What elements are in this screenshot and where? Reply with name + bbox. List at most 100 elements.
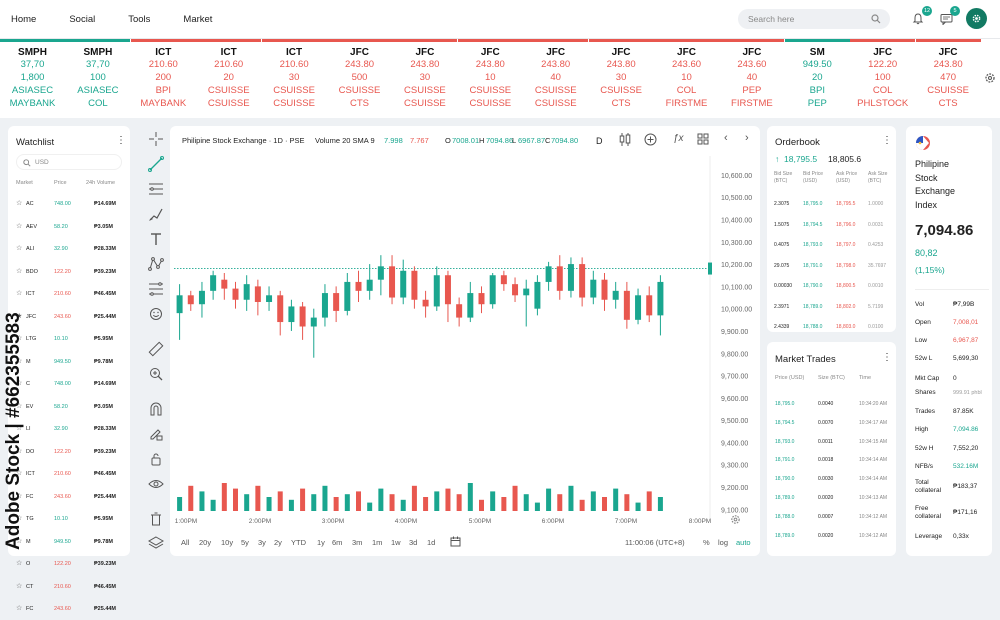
ticker-item[interactable]: JFC 243.80 30 CSUISSE CSUISSE xyxy=(392,39,458,119)
watchlist-row[interactable]: ☆ O 122.20 ₱39.23M xyxy=(8,553,128,575)
star-icon[interactable]: ★ xyxy=(16,312,23,320)
candle-body[interactable] xyxy=(545,266,552,282)
star-icon[interactable]: ☆ xyxy=(16,335,23,342)
watchlist-row[interactable]: ☆ BDO 122.20 ₱39.23M xyxy=(8,261,128,283)
star-icon[interactable]: ☆ xyxy=(16,290,23,297)
candle-body[interactable] xyxy=(567,264,574,291)
ticker-item[interactable]: JFC 243.80 40 CSUISSE CSUISSE xyxy=(523,39,589,119)
star-icon[interactable]: ☆ xyxy=(16,447,23,455)
candle-body[interactable] xyxy=(456,304,463,318)
bell-icon[interactable]: 12 xyxy=(908,6,932,29)
watchlist-row[interactable]: ☆ ICT 210.60 ₱46.45M xyxy=(8,283,128,305)
candle-body[interactable] xyxy=(657,281,664,316)
watchlist-row[interactable]: ☆ TG 10.10 ₱5.95M xyxy=(8,508,128,530)
text-tool-icon[interactable] xyxy=(143,228,168,250)
auto-toggle[interactable]: auto xyxy=(736,538,751,547)
orderbook-row[interactable]: 2.3075 18,795.0 18,795.5 1.0000 xyxy=(767,194,892,214)
orderbook-row[interactable]: 0.00030 18,790.0 18,800.5 0.0010 xyxy=(767,276,892,296)
chevron-left-icon[interactable]: ‹ xyxy=(724,132,728,144)
candle-body[interactable] xyxy=(590,279,597,298)
candle-body[interactable] xyxy=(601,279,608,300)
star-icon[interactable]: ☆ xyxy=(16,402,23,410)
add-indicator-icon[interactable] xyxy=(644,133,657,148)
watchlist-row[interactable]: ☆ FC 243.60 ₱25.44M xyxy=(8,486,128,508)
candle-body[interactable] xyxy=(500,275,507,285)
candle-body[interactable] xyxy=(422,299,429,307)
watchlist-row[interactable]: ☆ AC 748.00 ₱14.69M xyxy=(8,193,128,215)
brush-icon[interactable] xyxy=(143,203,168,225)
star-icon[interactable]: ☆ xyxy=(16,267,23,275)
lock-icon[interactable] xyxy=(143,448,168,470)
candle-body[interactable] xyxy=(478,293,485,305)
market-trades-menu-icon[interactable]: ⋮ xyxy=(882,352,892,363)
star-icon[interactable]: ☆ xyxy=(16,537,23,545)
crosshair-icon[interactable] xyxy=(143,128,168,150)
calendar-icon[interactable] xyxy=(450,536,461,549)
timeframe-3d[interactable]: 3d xyxy=(409,538,418,547)
ticker-item[interactable]: ICT 210.60 20 CSUISSE CSUISSE xyxy=(196,39,262,119)
trade-row[interactable]: 18,791.0 0.0018 10:34:14 AM xyxy=(767,451,892,469)
timeframe-ytd[interactable]: YTD xyxy=(291,538,306,547)
nav-home[interactable]: Home xyxy=(11,13,37,25)
fib-icon[interactable] xyxy=(143,278,168,300)
star-icon[interactable]: ☆ xyxy=(16,425,23,432)
trade-row[interactable]: 18,788.0 0.0007 10:34:12 AM xyxy=(767,508,892,526)
star-icon[interactable]: ☆ xyxy=(16,605,23,612)
candle-body[interactable] xyxy=(411,270,418,300)
ruler-icon[interactable] xyxy=(143,338,168,360)
settings-button[interactable] xyxy=(966,8,987,29)
candle-body[interactable] xyxy=(635,295,642,320)
candle-body[interactable] xyxy=(333,293,340,311)
eye-icon[interactable] xyxy=(143,473,168,495)
candle-body[interactable] xyxy=(310,317,317,327)
candle-body[interactable] xyxy=(377,266,384,280)
star-icon[interactable]: ☆ xyxy=(16,560,23,567)
candle-body[interactable] xyxy=(321,293,328,318)
orderbook-row[interactable]: 29.075 18,791.0 18,798.0 35.7697 xyxy=(767,256,892,276)
nav-tools[interactable]: Tools xyxy=(128,13,151,25)
watchlist-row[interactable]: ☆ ICT 210.60 ₱46.45M xyxy=(8,463,128,485)
watchlist-row[interactable]: ☆ FC 243.60 ₱25.44M xyxy=(8,598,128,620)
trade-row[interactable]: 18,795.0 0.0040 10:34:20 AM xyxy=(767,395,892,413)
nav-social[interactable]: Social xyxy=(69,13,96,25)
ticker-item[interactable]: JFC 243.60 40 PEP FIRSTME xyxy=(719,39,785,119)
watchlist-menu-icon[interactable]: ⋮ xyxy=(116,135,126,146)
candle-body[interactable] xyxy=(400,270,407,298)
candle-body[interactable] xyxy=(489,275,496,305)
candle-body[interactable] xyxy=(221,279,228,289)
chart-settings-icon[interactable] xyxy=(730,514,741,527)
chevron-right-icon[interactable]: › xyxy=(745,132,749,144)
nav-market[interactable]: Market xyxy=(183,13,213,25)
candle-body[interactable] xyxy=(556,266,563,291)
star-icon[interactable]: ☆ xyxy=(16,200,23,207)
watchlist-search-input[interactable]: USD xyxy=(16,154,122,170)
candle-body[interactable] xyxy=(612,290,619,300)
candle-body[interactable] xyxy=(266,295,273,302)
orderbook-row[interactable]: 2.3971 18,789.0 18,802.0 5.7199 xyxy=(767,297,892,317)
ticker-item[interactable]: JFC 243.80 500 CSUISSE CTS xyxy=(327,39,392,119)
log-toggle[interactable]: log xyxy=(718,538,729,547)
candle-body[interactable] xyxy=(512,284,519,296)
timeframe-all[interactable]: All xyxy=(181,538,190,547)
candle-body[interactable] xyxy=(355,281,362,291)
layers-icon[interactable] xyxy=(143,532,168,554)
candle-body[interactable] xyxy=(299,306,306,327)
ticker-item[interactable]: JFC 243.80 10 CSUISSE CSUISSE xyxy=(457,39,523,119)
candle-body[interactable] xyxy=(523,288,530,296)
trade-row[interactable]: 18,794.5 0.0070 10:34:17 AM xyxy=(767,414,892,432)
grid-layout-icon[interactable] xyxy=(697,133,709,147)
candle-body[interactable] xyxy=(210,275,217,291)
candle-body[interactable] xyxy=(232,288,239,300)
trade-row[interactable]: 18,793.0 0.0011 10:34:15 AM xyxy=(767,433,892,451)
zoom-in-icon[interactable] xyxy=(143,363,168,385)
candle-body[interactable] xyxy=(344,281,351,311)
candle-body[interactable] xyxy=(646,295,653,316)
lock-pencil-icon[interactable] xyxy=(143,423,168,445)
ticker-item[interactable]: JFC 243.80 470 CSUISSE CTS xyxy=(915,39,981,119)
orderbook-row[interactable]: 1.5075 18,794.5 18,796.0 0.0031 xyxy=(767,215,892,235)
star-icon[interactable]: ☆ xyxy=(16,222,23,230)
candlestick-icon[interactable] xyxy=(619,133,631,148)
watchlist-row[interactable]: ★ JFC 243.60 ₱25.44M xyxy=(8,306,128,328)
candle-body[interactable] xyxy=(433,275,440,307)
timeframe-1w[interactable]: 1w xyxy=(391,538,401,547)
